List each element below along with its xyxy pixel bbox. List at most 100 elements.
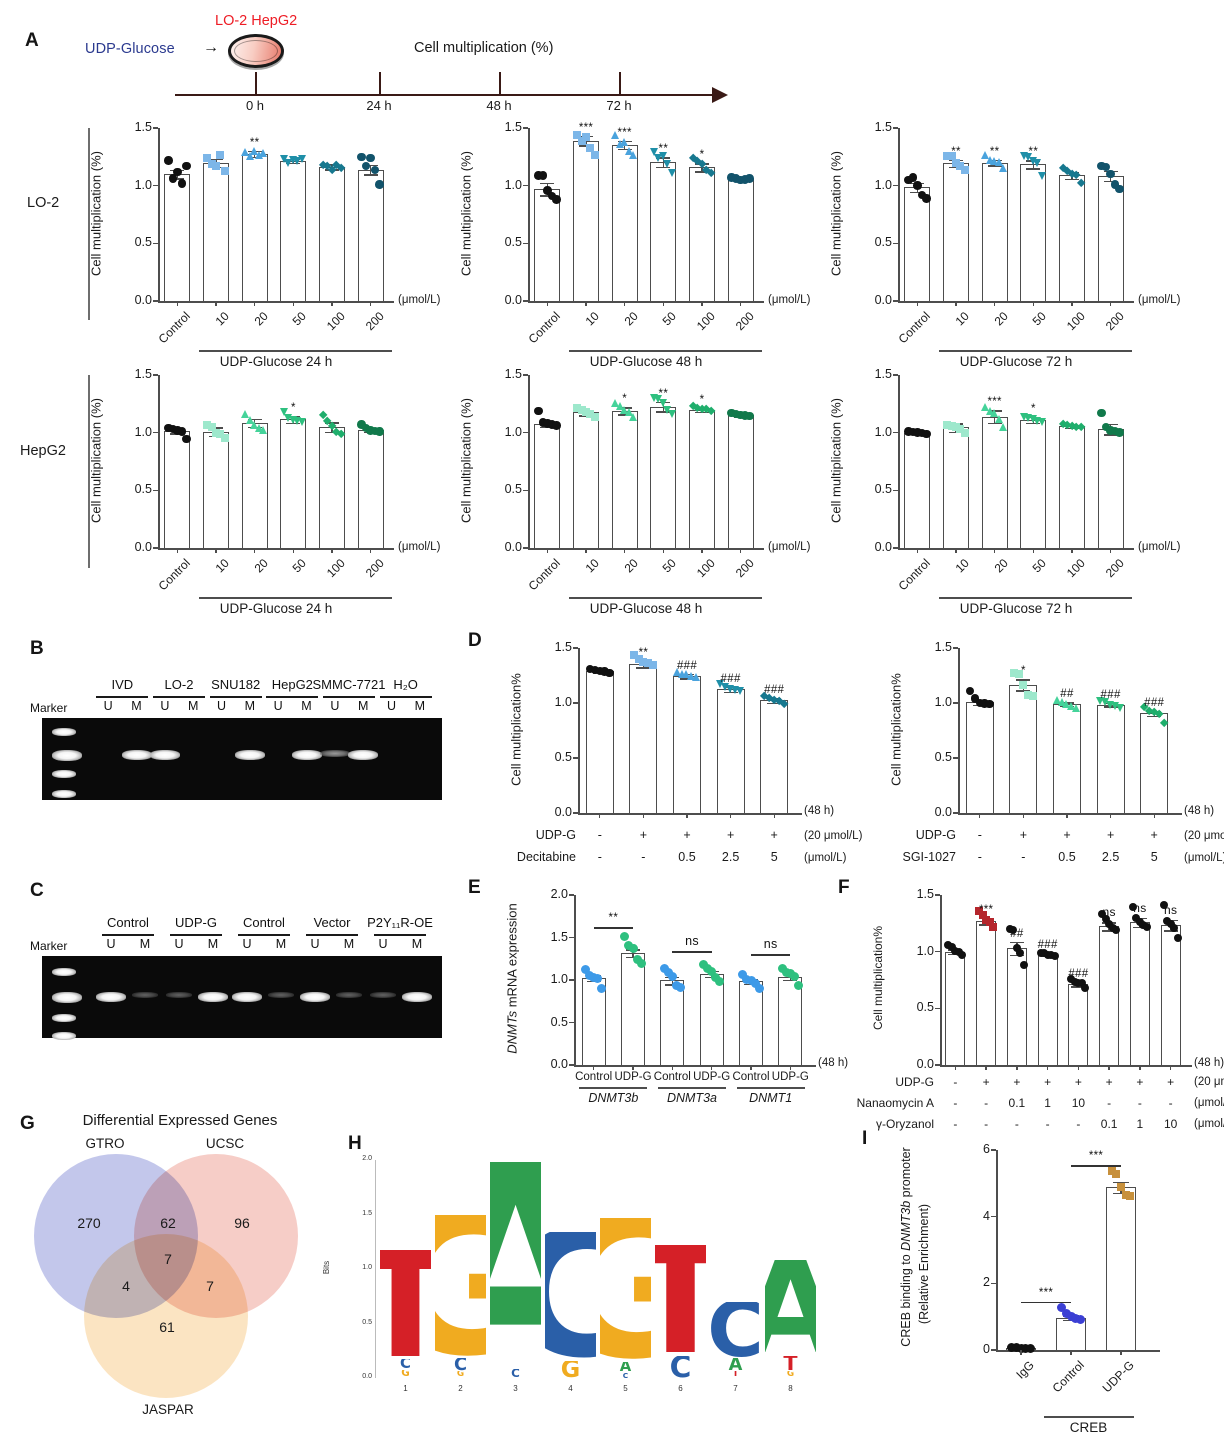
- logo-x-tick-label: 2: [458, 1384, 463, 1393]
- data-point-marker: [1075, 1314, 1085, 1324]
- significance-marker: ###: [1144, 697, 1165, 710]
- gel-lane-label: M: [411, 937, 423, 951]
- group-label: CREB: [1069, 1420, 1108, 1435]
- y-tick-label: 0.0: [874, 540, 892, 554]
- data-point-marker: [370, 165, 380, 175]
- error-bar: [632, 949, 634, 958]
- data-point-marker: [952, 158, 960, 167]
- y-tick: [935, 950, 940, 953]
- data-point-marker: [731, 174, 741, 183]
- significance-marker: *: [290, 401, 296, 414]
- bar: [164, 174, 191, 301]
- data-point-marker: [595, 666, 605, 676]
- y-tick: [153, 489, 158, 492]
- data-point-marker: [361, 423, 371, 433]
- x-tick: [1109, 301, 1112, 306]
- error-cap: [1071, 986, 1086, 988]
- y-tick: [153, 547, 158, 549]
- timeline-tick: [255, 72, 257, 94]
- bar: [585, 671, 614, 813]
- row-value-cell: 10: [1071, 1096, 1086, 1110]
- data-point-marker: [1028, 156, 1037, 165]
- y-tick: [153, 431, 158, 434]
- chart-A1: 0.0 0.5 1.0 1.5 Cell multiplication (%) ** Con…: [89, 120, 408, 391]
- gel-lane-label: M: [187, 699, 199, 713]
- x-tick: [1046, 1065, 1049, 1070]
- row-value-cell: 5: [1150, 850, 1158, 864]
- x-tick: [916, 548, 919, 553]
- data-point-marker: [1110, 426, 1120, 436]
- error-cap: [209, 427, 223, 429]
- panel-a: A UDP-Glucose → LO-2 HepG2 Cell multipli…: [0, 0, 1224, 120]
- significance-bracket: [1021, 1301, 1071, 1304]
- bar: [203, 431, 229, 548]
- bar: [739, 981, 763, 1065]
- gel-band: [234, 750, 265, 760]
- row-value-cell: -: [984, 1096, 989, 1110]
- y-tick-label: 1.0: [934, 695, 952, 709]
- timeline-label-72h: 72 h: [606, 98, 632, 113]
- data-point-marker: [629, 412, 638, 421]
- x-tick: [1109, 813, 1112, 818]
- bar: [319, 426, 345, 548]
- x-tick: [331, 548, 333, 553]
- logo-letter-A: A: [490, 1162, 541, 1369]
- gel-band: [402, 992, 432, 1002]
- significance-marker: ***: [987, 396, 1002, 409]
- y-tick: [573, 702, 578, 704]
- data-point-marker: [958, 951, 967, 960]
- data-point-marker: [177, 427, 187, 436]
- x-tick: [1169, 1065, 1172, 1070]
- bar: [1099, 926, 1120, 1065]
- logo-x-tick-label: 8: [788, 1384, 793, 1393]
- significance-marker: ns: [685, 934, 699, 949]
- y-tick-label: 1.5: [874, 120, 892, 134]
- unit-label: (μmol/L): [1138, 541, 1181, 553]
- x-axis: [574, 1065, 816, 1067]
- timeline-axis: [175, 94, 715, 96]
- data-point-marker: [582, 407, 590, 416]
- data-point-marker: [177, 179, 187, 188]
- data-point-marker: [985, 699, 994, 709]
- data-point-marker: [975, 906, 984, 915]
- gel-group-label: P2Y₁₁R-OE: [367, 915, 433, 930]
- gel-group-rule: [96, 696, 149, 698]
- schematic-reagent-label: UDP-Glucose: [85, 41, 175, 57]
- timeline-label-24h: 24 h: [366, 98, 392, 113]
- bar: [611, 144, 638, 301]
- data-point-marker: [644, 659, 653, 668]
- error-cap: [1113, 1192, 1129, 1195]
- y-tick-label: 1.5: [134, 367, 152, 381]
- data-point-marker: [585, 664, 595, 674]
- y-axis-label: Cell multiplication%: [888, 672, 904, 786]
- row-value-cell: 5: [770, 850, 778, 864]
- gel-lane-label: M: [131, 699, 142, 713]
- gel-lane-label: M: [357, 699, 369, 713]
- bar: [1106, 1187, 1136, 1350]
- y-axis: [898, 375, 900, 549]
- y-tick: [523, 127, 528, 129]
- x-tick: [546, 548, 549, 553]
- x-tick: [215, 548, 217, 553]
- data-point-marker: [279, 407, 288, 416]
- logo-letter-G: G: [600, 1218, 651, 1362]
- group-rule: [568, 597, 762, 599]
- y-tick-label: 0.5: [874, 482, 892, 497]
- x-tick: [1109, 548, 1112, 553]
- data-point-marker: [182, 161, 191, 171]
- y-tick: [573, 647, 578, 649]
- x-tick: [993, 548, 996, 553]
- y-axis-label: Cell multiplication (%): [828, 150, 844, 276]
- x-tick: [1153, 813, 1155, 818]
- significance-marker: ###: [1037, 939, 1058, 952]
- data-point-marker: [687, 671, 696, 680]
- bar: [357, 169, 384, 301]
- significance-bracket: [593, 927, 633, 929]
- gel-group-label: SMMC-7721: [312, 677, 386, 692]
- row-value-cell: -: [597, 828, 602, 842]
- x-tick: [1032, 301, 1035, 306]
- y-tick-label: 0.0: [504, 540, 522, 554]
- data-point-marker: [745, 411, 754, 421]
- bar: [621, 953, 645, 1065]
- significance-marker: ###: [1068, 967, 1089, 980]
